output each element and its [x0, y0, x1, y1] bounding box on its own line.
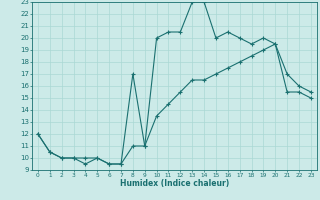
X-axis label: Humidex (Indice chaleur): Humidex (Indice chaleur)	[120, 179, 229, 188]
